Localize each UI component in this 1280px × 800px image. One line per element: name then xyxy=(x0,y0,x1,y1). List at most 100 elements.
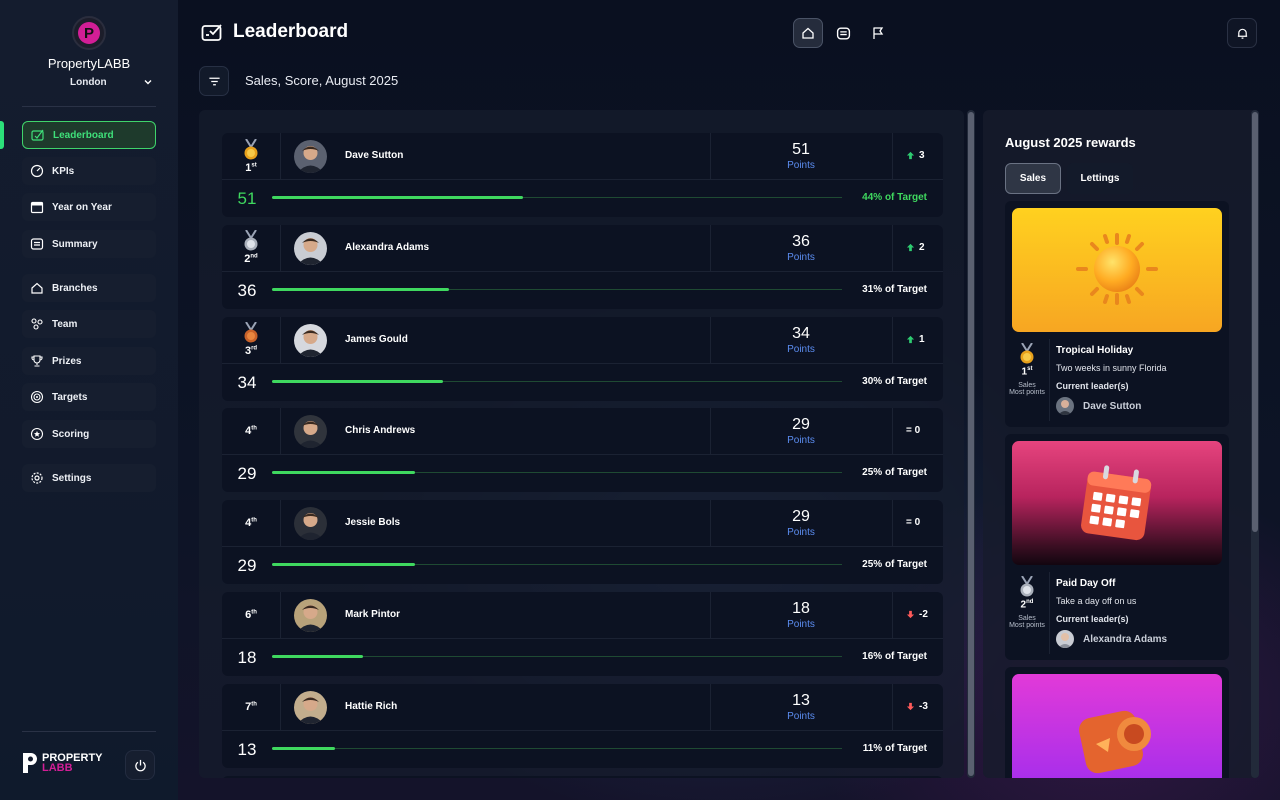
reward-name: Tropical Holiday xyxy=(1056,345,1134,356)
rewards-scrollbar[interactable] xyxy=(1251,110,1259,778)
reward-category: Sales xyxy=(1018,382,1036,390)
rank: 2nd xyxy=(222,225,280,271)
score: 34 xyxy=(237,372,257,392)
nav-settings[interactable]: Settings xyxy=(22,464,156,492)
nav-team[interactable]: Team xyxy=(22,310,156,338)
nav-prizes[interactable]: Prizes xyxy=(22,347,156,375)
nav-label: Branches xyxy=(52,282,98,294)
trophy-icon xyxy=(31,355,43,367)
nav-year-on-year[interactable]: Year on Year xyxy=(22,193,156,221)
points-value: 29 xyxy=(792,508,810,526)
leaderboard-row[interactable]: 4th Jessie Bols 29 Points = 0 29 25% of T… xyxy=(222,500,943,585)
nav-leaderboard[interactable]: Leaderboard xyxy=(22,121,156,149)
scrollbar-thumb[interactable] xyxy=(968,112,974,776)
points-value: 29 xyxy=(792,416,810,434)
target-percent: 11% of Target xyxy=(862,742,927,754)
player-name[interactable]: Alexandra Adams xyxy=(345,241,430,253)
reward-image xyxy=(1012,208,1222,332)
filter-button[interactable] xyxy=(199,66,229,96)
leaderboard-row[interactable]: 7th Hattie Rich 13 Points -3 13 11% of Ta… xyxy=(222,683,943,768)
bell-icon xyxy=(1237,28,1247,39)
leaderboard-row[interactable]: 1st Dave Sutton 51 Points 3 51 44% of Tar… xyxy=(222,133,943,217)
chevron-down-icon[interactable] xyxy=(143,77,153,87)
rank-change-value: 3 xyxy=(919,150,925,161)
divider xyxy=(710,408,711,455)
rank-change-value: 2 xyxy=(919,241,925,253)
divider xyxy=(710,224,711,271)
divider xyxy=(710,592,711,638)
team-icon xyxy=(31,318,43,330)
player-name[interactable]: Dave Sutton xyxy=(345,150,404,161)
leaderboard-row[interactable]: 6th Mark Pintor 18 Points -2 18 16% of Ta… xyxy=(222,592,943,676)
leaderboard-row[interactable]: 2nd Alexandra Adams 36 Points 2 36 31% of… xyxy=(222,224,943,309)
rank-change: -3 xyxy=(906,701,928,712)
summary-view-button[interactable] xyxy=(828,18,858,48)
flag-view-button[interactable] xyxy=(863,18,893,48)
divider xyxy=(1049,339,1050,421)
player-name[interactable]: Jessie Bols xyxy=(345,517,401,529)
leaderboard-panel: 1st Dave Sutton 51 Points 3 51 44% of Tar… xyxy=(199,110,964,778)
sidebar: P PropertyLABB London Leaderboard KPIs Y… xyxy=(0,0,178,800)
reward-image xyxy=(1012,674,1222,778)
logout-button[interactable] xyxy=(125,750,155,780)
nav-label: Leaderboard xyxy=(53,129,114,141)
rank-number: 6 xyxy=(245,609,252,621)
gold-medal-icon xyxy=(1020,343,1034,364)
divider xyxy=(710,683,711,730)
logo-mark-icon xyxy=(23,753,37,773)
tab-sales[interactable]: Sales xyxy=(1005,163,1061,194)
target-progress-fill xyxy=(272,655,364,658)
star-icon xyxy=(30,427,44,441)
points: 36 Points xyxy=(711,233,891,263)
target-percent: 31% of Target xyxy=(862,283,927,295)
reward-rank: 1st Sales Most points xyxy=(1005,343,1049,396)
nav-targets[interactable]: Targets xyxy=(22,383,156,411)
divider xyxy=(222,546,943,548)
rank: 3rd xyxy=(222,317,280,363)
rank-suffix: rd xyxy=(251,345,258,352)
player-name[interactable]: James Gould xyxy=(345,333,408,345)
page-title: Leaderboard xyxy=(233,21,349,42)
rank-number: 1 xyxy=(245,161,252,174)
filter-summary: Sales, Score, August 2025 xyxy=(245,73,399,88)
player-name[interactable]: Hattie Rich xyxy=(345,700,398,712)
rank-number: 3 xyxy=(244,345,252,358)
arrow-up-icon xyxy=(906,243,915,251)
silver-medal-icon xyxy=(244,230,258,251)
reward-rank-number: 2 xyxy=(1020,599,1027,611)
player-name[interactable]: Chris Andrews xyxy=(345,425,416,437)
leaderboard-row[interactable]: 3rd James Gould 34 Points 1 34 30% of Tar… xyxy=(222,316,943,401)
reward-card[interactable]: 2nd Sales Most points Paid Day Off Take … xyxy=(1005,434,1229,660)
rank-change: = 0 xyxy=(906,425,920,436)
nav-summary[interactable]: Summary xyxy=(22,230,156,258)
rank-number: 4 xyxy=(245,517,252,530)
nav-label: Prizes xyxy=(52,355,82,367)
leaderboard-scrollbar[interactable] xyxy=(967,110,975,778)
divider xyxy=(222,362,943,364)
rank: 4th xyxy=(222,408,280,454)
target-progress-track xyxy=(272,197,842,198)
rank-suffix: th xyxy=(251,425,257,432)
points-label: Points xyxy=(787,343,815,355)
scrollbar-thumb[interactable] xyxy=(1252,112,1258,532)
rank: 4th xyxy=(222,500,280,546)
home-view-button[interactable] xyxy=(793,18,823,48)
player-name[interactable]: Mark Pintor xyxy=(345,609,401,620)
target-percent: 16% of Target xyxy=(862,651,927,662)
tab-lettings[interactable]: Lettings xyxy=(1067,163,1133,194)
silver-medal-icon xyxy=(1020,576,1034,597)
brand-name: PropertyLABB xyxy=(47,56,131,71)
nav-scoring[interactable]: Scoring xyxy=(22,420,156,448)
reward-card[interactable]: 1st Sales Most points Tropical Holiday T… xyxy=(1005,201,1229,427)
branch-selector[interactable]: London xyxy=(70,77,107,88)
points: 18 Points xyxy=(711,600,891,630)
leaderboard-row[interactable]: 4th Chris Andrews 29 Points = 0 29 25% of… xyxy=(222,408,943,493)
home-icon xyxy=(802,27,814,39)
arrow-down-icon xyxy=(906,610,915,619)
avatar xyxy=(1056,630,1074,648)
reward-card[interactable] xyxy=(1005,667,1229,778)
notifications-button[interactable] xyxy=(1227,18,1257,48)
nav-kpis[interactable]: KPIs xyxy=(22,157,156,185)
nav-branches[interactable]: Branches xyxy=(22,274,156,302)
rewards-title: August 2025 rewards xyxy=(1005,135,1136,150)
